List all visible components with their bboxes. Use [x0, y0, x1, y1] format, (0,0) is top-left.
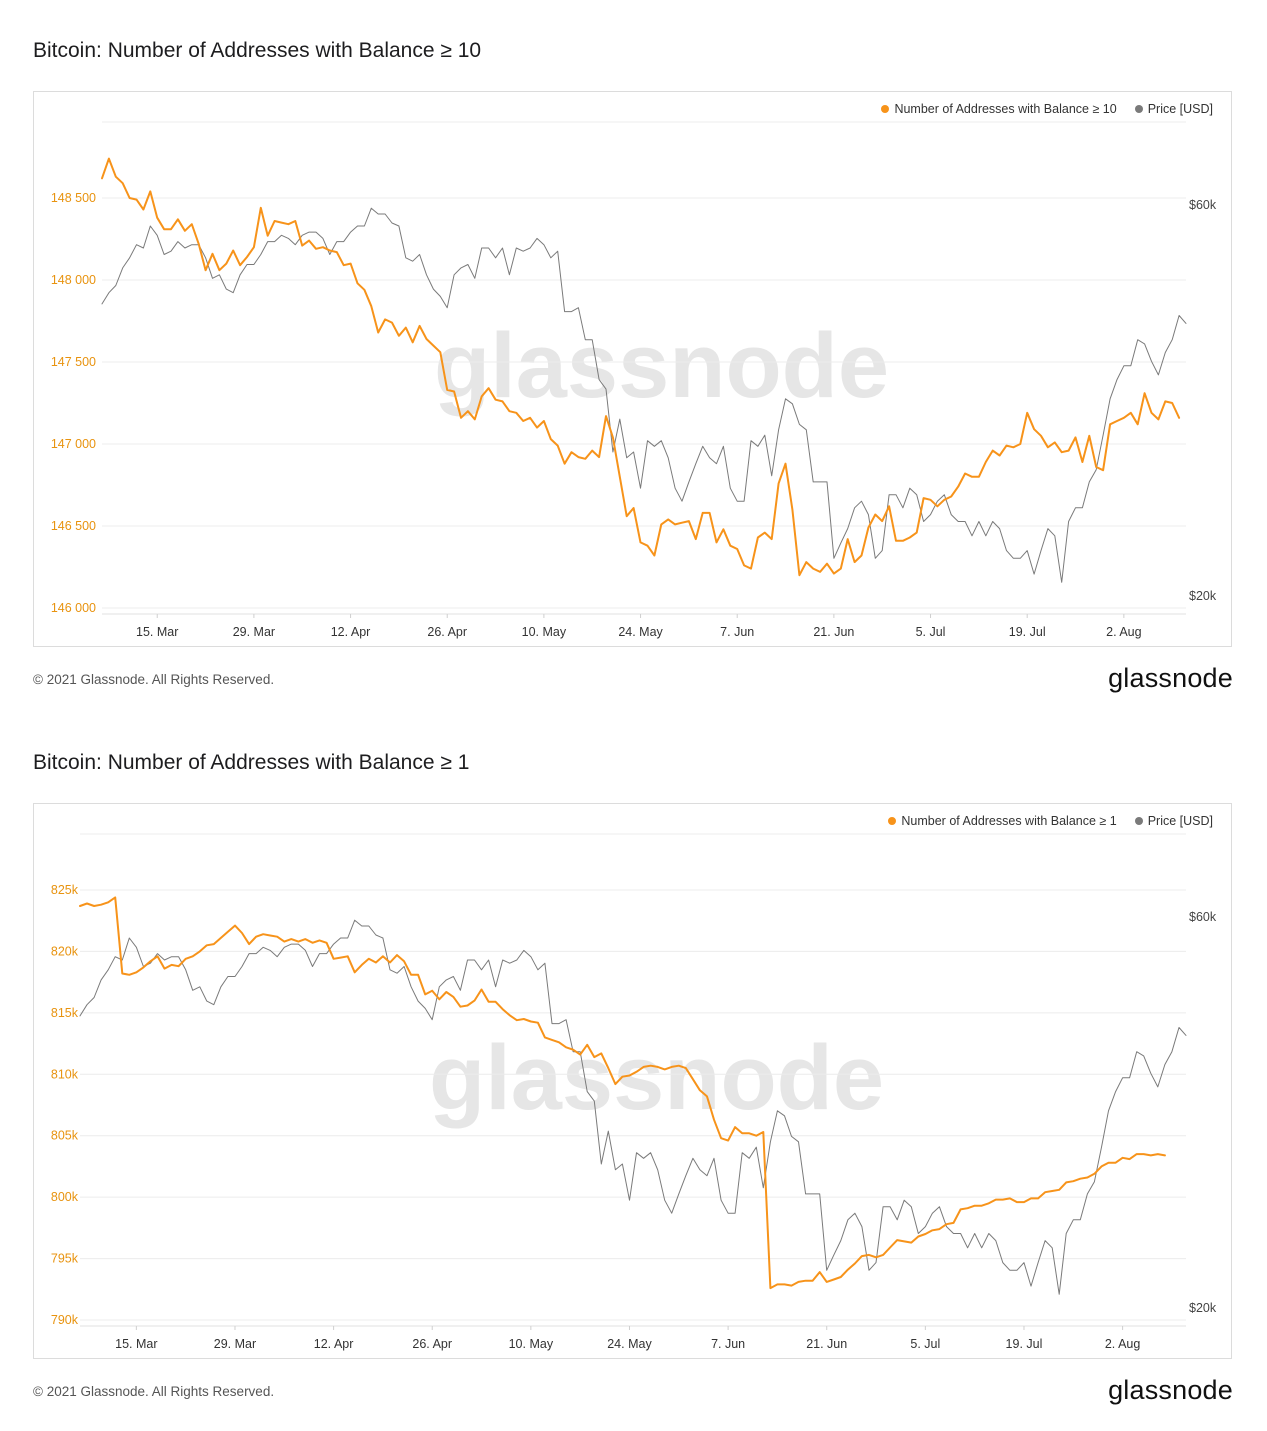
- price-series-line: [79, 919, 1187, 1295]
- y-left-tick-label: 795k: [51, 1252, 79, 1266]
- y-left-tick-label: 147 500: [51, 355, 96, 369]
- y-right-tick-label: $20k: [1189, 589, 1217, 603]
- legend: Number of Addresses with Balance ≥ 10 Pr…: [881, 102, 1213, 116]
- x-tick-label: 5. Jul: [916, 625, 946, 639]
- gridlines: [102, 121, 1186, 609]
- x-tick-label: 24. May: [607, 1337, 652, 1351]
- glassnode-logo: glassnode: [1108, 663, 1233, 693]
- glassnode-logo: glassnode: [1108, 1375, 1233, 1405]
- chart-plot: glassnode 146 000 146 500 147 000 147 500 148…: [51, 121, 1217, 639]
- addresses-series-line: [79, 896, 1166, 1290]
- x-tick-label: 15. Mar: [136, 625, 178, 639]
- y-left-tick-label: 810k: [51, 1067, 79, 1081]
- x-tick-label: 7. Jun: [711, 1337, 745, 1351]
- x-tick-label: 5. Jul: [910, 1337, 940, 1351]
- y-left-tick-label: 800k: [51, 1190, 79, 1204]
- x-tick-label: 12. Apr: [331, 625, 371, 639]
- chart-box: Number of Addresses with Balance ≥ 10 Pr…: [33, 91, 1232, 647]
- legend-item-price[interactable]: Price [USD]: [1134, 102, 1213, 116]
- y-left-tick-label: 146 500: [51, 519, 96, 533]
- legend-item-price[interactable]: Price [USD]: [1134, 814, 1213, 828]
- legend-dot: [1134, 817, 1143, 825]
- chart-title: Bitcoin: Number of Addresses with Balanc…: [33, 39, 482, 62]
- x-tick-label: 21. Jun: [813, 625, 854, 639]
- x-tick-label: 7. Jun: [720, 625, 754, 639]
- copyright-text: © 2021 Glassnode. All Rights Reserved.: [33, 1384, 275, 1399]
- x-tick-label: 15. Mar: [115, 1337, 157, 1351]
- x-tick-label: 2. Aug: [1105, 1337, 1140, 1351]
- x-tick-label: 26. Apr: [412, 1337, 452, 1351]
- x-tick-label: 24. May: [618, 625, 663, 639]
- y-left-tick-label: 820k: [51, 944, 79, 958]
- y-left-tick-label: 805k: [51, 1129, 79, 1143]
- watermark-text: glassnode: [434, 315, 889, 417]
- legend-label: Number of Addresses with Balance ≥ 1: [901, 814, 1117, 828]
- x-tick-label: 26. Apr: [427, 625, 467, 639]
- legend-dot: [1134, 105, 1143, 113]
- legend: Number of Addresses with Balance ≥ 1 Pri…: [888, 814, 1213, 828]
- y-left-tick-label: 825k: [51, 883, 79, 897]
- y-right-tick-label: $60k: [1189, 910, 1217, 924]
- legend-item-addresses[interactable]: Number of Addresses with Balance ≥ 1: [888, 814, 1117, 828]
- x-tick-label: 12. Apr: [314, 1337, 354, 1351]
- legend-item-addresses[interactable]: Number of Addresses with Balance ≥ 10: [881, 102, 1117, 116]
- x-tick-label: 21. Jun: [806, 1337, 847, 1351]
- x-tick-label: 29. Mar: [214, 1337, 256, 1351]
- x-tick-label: 10. May: [509, 1337, 554, 1351]
- legend-label: Price [USD]: [1147, 814, 1213, 828]
- x-tick-label: 2. Aug: [1106, 625, 1141, 639]
- legend-label: Number of Addresses with Balance ≥ 10: [894, 102, 1117, 116]
- copyright-text: © 2021 Glassnode. All Rights Reserved.: [33, 672, 275, 687]
- x-tick-label: 19. Jul: [1009, 625, 1046, 639]
- y-right-tick-label: $60k: [1189, 198, 1217, 212]
- x-tick-label: 19. Jul: [1006, 1337, 1043, 1351]
- legend-dot: [888, 817, 897, 825]
- y-left-tick-label: 790k: [51, 1313, 79, 1327]
- y-left-tick-label: 147 000: [51, 437, 96, 451]
- watermark-text: glassnode: [429, 1027, 884, 1129]
- y-right-tick-label: $20k: [1189, 1301, 1217, 1315]
- y-left-tick-label: 146 000: [51, 601, 96, 615]
- price-series-line: [101, 207, 1187, 583]
- chart-title: Bitcoin: Number of Addresses with Balanc…: [33, 751, 470, 774]
- chart-box: Number of Addresses with Balance ≥ 1 Pri…: [33, 803, 1232, 1359]
- y-left-tick-label: 148 000: [51, 273, 96, 287]
- addresses-series-line: [101, 157, 1181, 577]
- y-left-tick-label: 815k: [51, 1006, 79, 1020]
- legend-label: Price [USD]: [1147, 102, 1213, 116]
- y-left-tick-label: 148 500: [51, 191, 96, 205]
- legend-dot: [881, 105, 890, 113]
- x-tick-label: 10. May: [522, 625, 567, 639]
- x-tick-label: 29. Mar: [233, 625, 275, 639]
- chart-plot: glassnode 790k 795k 800k 805k 810k 815k 820k 825…: [51, 833, 1217, 1351]
